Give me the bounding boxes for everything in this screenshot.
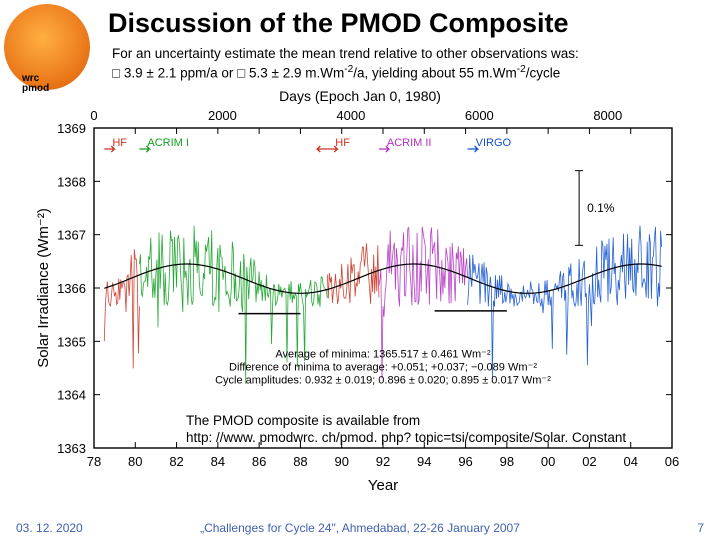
svg-text:1367: 1367	[57, 228, 86, 243]
svg-text:00: 00	[541, 454, 555, 469]
footer-date: 03. 12. 2020	[16, 521, 83, 535]
svg-text:6000: 6000	[465, 108, 494, 123]
availability-line-1: The PMOD composite is available from	[186, 413, 420, 428]
slide-footer: 03. 12. 2020 „Challenges for Cycle 24", …	[0, 516, 720, 540]
footer-page: 7	[697, 521, 704, 535]
logo-block: wrc pmod	[4, 4, 96, 96]
svg-text:8000: 8000	[593, 108, 622, 123]
svg-text:98: 98	[500, 454, 514, 469]
svg-text:Year: Year	[368, 477, 398, 494]
svg-text:80: 80	[128, 454, 142, 469]
solar-irradiance-chart: Days (Epoch Jan 0, 1980) 1363 1364 1365 136…	[30, 88, 690, 496]
svg-text:Solar Irradiance (Wm⁻²): Solar Irradiance (Wm⁻²)	[35, 208, 52, 368]
svg-text:02: 02	[582, 454, 596, 469]
svg-text:88: 88	[293, 454, 307, 469]
chart-top-axis-title: Days (Epoch Jan 0, 1980)	[30, 88, 690, 104]
svg-text:90: 90	[334, 454, 348, 469]
availability-line-2: http: //www. pmodwrc. ch/pmod. php? topi…	[186, 430, 626, 445]
svg-text:ACRIM I: ACRIM I	[147, 137, 189, 149]
svg-text:94: 94	[417, 454, 431, 469]
svg-text:1364: 1364	[57, 388, 86, 403]
svg-text:HF: HF	[112, 137, 127, 149]
svg-text:HF: HF	[335, 137, 350, 149]
svg-text:1363: 1363	[57, 441, 86, 456]
svg-text:ACRIM II: ACRIM II	[387, 137, 432, 149]
svg-text:2000: 2000	[208, 108, 237, 123]
svg-text:82: 82	[169, 454, 183, 469]
svg-text:Difference of minima to averag: Difference of minima to average: +0.051;…	[229, 361, 537, 373]
subtitle-line-1: For an uncertainty estimate the mean tre…	[112, 46, 579, 61]
svg-text:84: 84	[211, 454, 225, 469]
svg-text:04: 04	[623, 454, 637, 469]
svg-text:4000: 4000	[336, 108, 365, 123]
svg-text:Average of minima: 1365.517 ±: Average of minima: 1365.517 ± 0.461 Wm⁻²	[275, 348, 491, 360]
svg-text:92: 92	[376, 454, 390, 469]
availability-text: The PMOD composite is available from htt…	[186, 412, 626, 446]
svg-text:86: 86	[252, 454, 266, 469]
svg-text:1368: 1368	[57, 174, 86, 189]
svg-text:Cycle amplitudes: 0.932 ± 0.01: Cycle amplitudes: 0.932 ± 0.019; 0.896 ±…	[215, 374, 551, 386]
svg-text:VIRGO: VIRGO	[476, 137, 512, 149]
svg-text:1369: 1369	[57, 121, 86, 136]
svg-text:06: 06	[665, 454, 679, 469]
footer-center: „Challenges for Cycle 24", Ahmedabad, 22…	[0, 521, 720, 535]
svg-text:78: 78	[87, 454, 101, 469]
svg-text:0: 0	[90, 108, 97, 123]
svg-text:1366: 1366	[57, 281, 86, 296]
slide-title: Discussion of the PMOD Composite	[108, 8, 569, 39]
svg-text:96: 96	[458, 454, 472, 469]
svg-text:1365: 1365	[57, 334, 86, 349]
subtitle-line-2: □ 3.9 ± 2.1 ppm/a or □ 5.3 ± 2.9 m.Wm-2/…	[112, 64, 560, 81]
svg-text:0.1%: 0.1%	[587, 201, 615, 215]
